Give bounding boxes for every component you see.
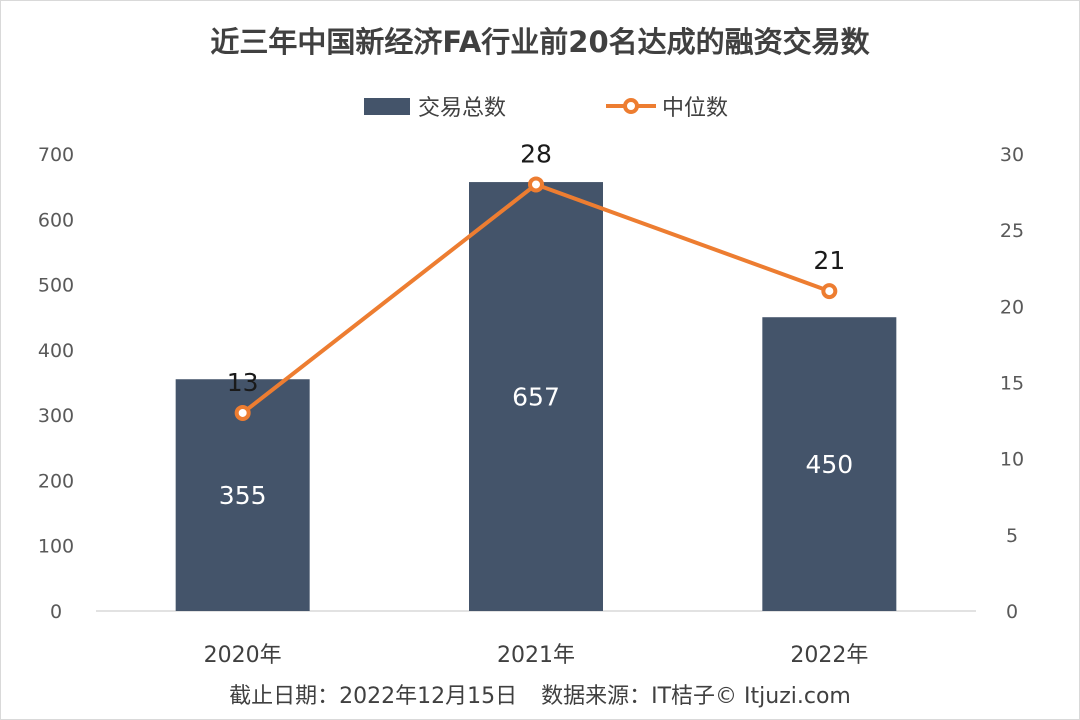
right-axis-tick: 30 (1000, 144, 1024, 166)
category-labels: 2020年 2021年 2022年 (204, 643, 869, 668)
left-axis-tick: 200 (38, 470, 74, 492)
chart-title: 近三年中国新经济FA行业前20名达成的融资交易数 (210, 25, 870, 59)
right-axis-tick: 20 (1000, 296, 1024, 318)
median-point (234, 404, 251, 421)
bar-value-label: 657 (512, 383, 560, 412)
median-point (528, 176, 544, 193)
chart-canvas: 近三年中国新经济FA行业前20名达成的融资交易数 交易总数 中位数 010020… (38, 25, 1024, 668)
median-point (821, 283, 838, 300)
bar (469, 182, 603, 611)
bar-series: 355 657 450 (175, 182, 897, 611)
category-label: 2022年 (790, 643, 868, 668)
footer-date: 截止日期：2022年12月15日 (229, 684, 518, 709)
category-label: 2020年 (204, 643, 282, 668)
footer-source: 数据来源：IT桔子© Itjuzi.com (541, 684, 851, 709)
legend-marker-line (623, 98, 639, 114)
left-axis-tick: 300 (38, 405, 74, 427)
line-series: 13 28 21 (227, 139, 845, 421)
bar-value-label: 355 (219, 481, 267, 510)
right-axis-tick: 10 (1000, 449, 1024, 471)
left-axis-tick: 700 (38, 144, 74, 166)
bar (762, 317, 897, 611)
right-axis-tick: 15 (1000, 373, 1024, 395)
legend-swatch-bar (364, 98, 410, 115)
bar-value-label: 450 (805, 450, 853, 479)
legend-label-bar: 交易总数 (418, 96, 506, 121)
left-axis-tick: 100 (38, 536, 74, 558)
left-axis: 0 100 200 300 400 500 600 700 (38, 144, 74, 623)
category-label: 2021年 (497, 643, 575, 668)
left-axis-tick: 0 (50, 601, 62, 623)
left-axis-tick: 600 (38, 209, 74, 231)
right-axis: 0 5 10 15 20 25 30 (1000, 144, 1024, 623)
legend-label-line: 中位数 (662, 96, 728, 121)
median-value-label: 28 (520, 139, 552, 168)
legend: 交易总数 中位数 (364, 96, 728, 121)
right-axis-tick: 0 (1006, 601, 1018, 623)
median-value-label: 13 (227, 368, 259, 397)
left-axis-tick: 500 (38, 275, 74, 297)
left-axis-tick: 400 (38, 340, 74, 362)
right-axis-tick: 5 (1006, 525, 1018, 547)
footer: 截止日期：2022年12月15日 数据来源：IT桔子© Itjuzi.com (0, 680, 1080, 714)
median-value-label: 21 (813, 246, 845, 275)
right-axis-tick: 25 (1000, 220, 1024, 242)
